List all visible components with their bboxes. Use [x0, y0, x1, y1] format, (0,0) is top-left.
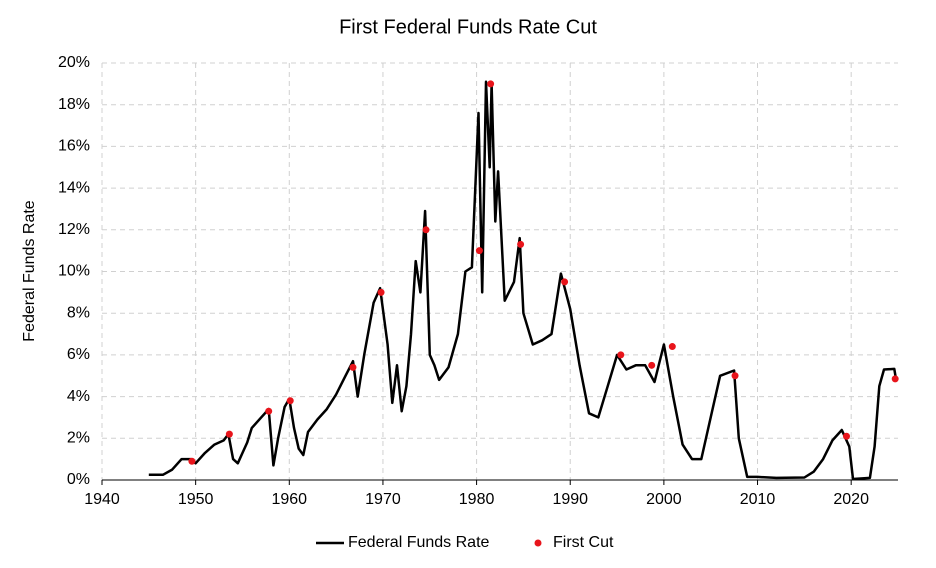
legend-label: First Cut [553, 534, 614, 551]
y-tick-label: 14% [58, 179, 90, 196]
scatter-point [349, 363, 357, 371]
scatter-point [422, 226, 430, 234]
chart-title: First Federal Funds Rate Cut [339, 16, 597, 38]
y-tick-label: 4% [67, 388, 90, 405]
x-tick-label: 1950 [178, 491, 214, 508]
x-tick-label: 1940 [84, 491, 120, 508]
scatter-point [668, 343, 676, 351]
scatter-point [265, 407, 273, 415]
legend-label: Federal Funds Rate [348, 534, 490, 551]
x-tick-label: 1990 [552, 491, 588, 508]
scatter-point [487, 80, 495, 88]
x-tick-label: 2010 [740, 491, 776, 508]
scatter-point [731, 372, 739, 380]
y-tick-label: 6% [67, 346, 90, 363]
x-tick-label: 2000 [646, 491, 682, 508]
x-tick-label: 2020 [833, 491, 869, 508]
x-tick-label: 1970 [365, 491, 401, 508]
scatter-point [617, 351, 625, 359]
scatter-point [842, 432, 850, 440]
y-tick-label: 10% [58, 263, 90, 280]
x-tick-label: 1960 [271, 491, 307, 508]
y-tick-label: 0% [67, 471, 90, 488]
y-tick-label: 16% [58, 138, 90, 155]
scatter-point [561, 278, 569, 286]
y-axis-label: Federal Funds Rate [21, 200, 38, 342]
scatter-point [517, 240, 525, 248]
line-series [148, 80, 898, 481]
scatter-point [475, 247, 483, 255]
scatter-point [225, 430, 233, 438]
scatter-point [188, 457, 196, 465]
scatter-point [286, 397, 294, 405]
scatter-point [377, 288, 385, 296]
x-tick-label: 1980 [459, 491, 495, 508]
y-tick-label: 18% [58, 96, 90, 113]
y-tick-label: 20% [58, 54, 90, 71]
legend-marker [534, 539, 542, 547]
y-tick-label: 2% [67, 430, 90, 447]
scatter-point [648, 361, 656, 369]
y-tick-label: 12% [58, 221, 90, 238]
y-tick-label: 8% [67, 304, 90, 321]
scatter-point [891, 375, 899, 383]
